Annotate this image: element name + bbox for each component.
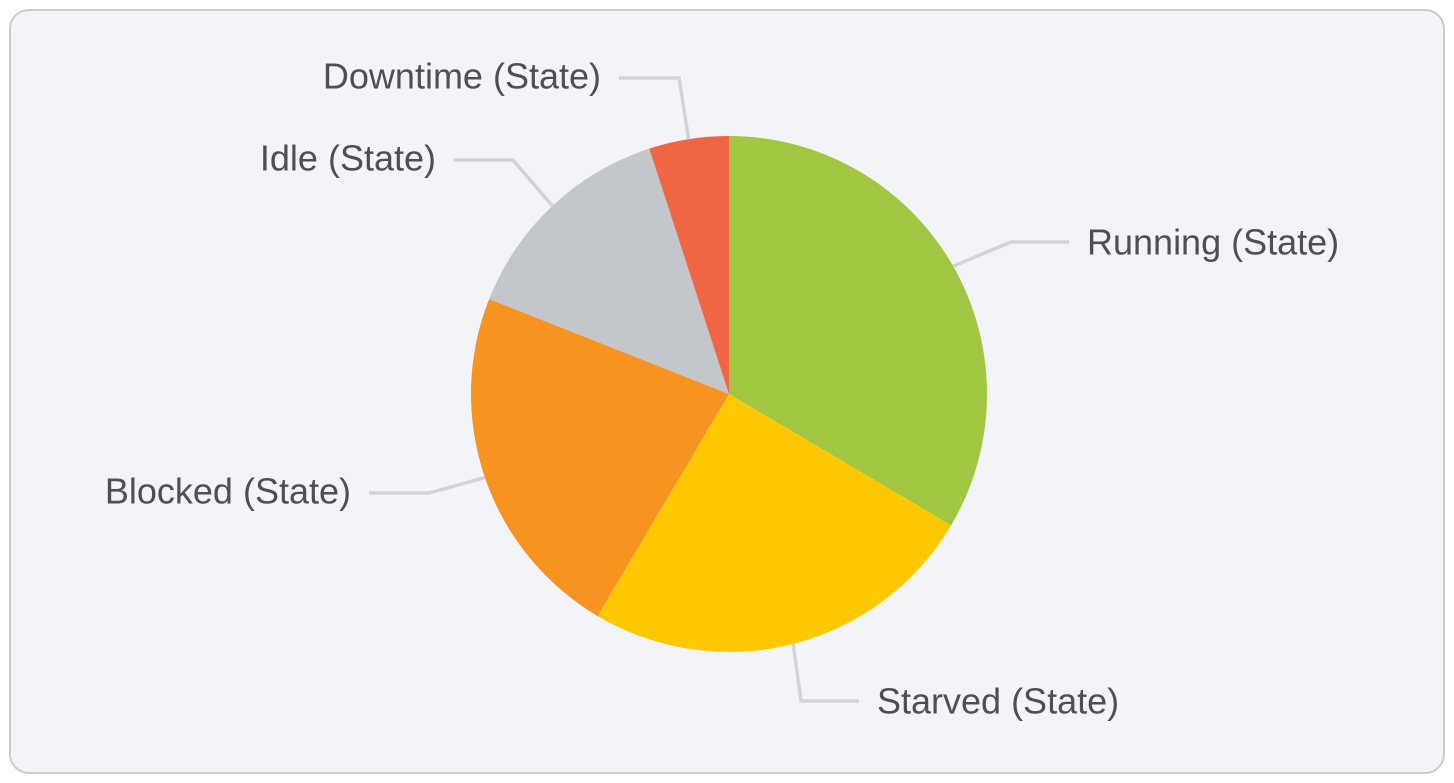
pie-slice-starved[interactable] xyxy=(597,394,952,652)
slice-label-running: Running (State) xyxy=(1087,222,1339,263)
slice-label-downtime: Downtime (State) xyxy=(323,56,601,97)
leader-line-downtime xyxy=(619,76,691,140)
slice-labels: Running (State) Starved (State) Blocked (S… xyxy=(105,56,1339,722)
pie-slice-running[interactable] xyxy=(729,136,987,526)
leader-line-running xyxy=(952,240,1069,268)
leader-lines xyxy=(369,76,1069,703)
pie-chart: Running (State) Starved (State) Blocked (S… xyxy=(105,56,1339,722)
pie-slice-idle[interactable] xyxy=(489,148,729,394)
pie-slice-blocked[interactable] xyxy=(471,299,729,617)
slices xyxy=(471,136,987,652)
slice-label-blocked: Blocked (State) xyxy=(105,471,351,512)
leader-line-blocked xyxy=(369,475,486,495)
pie-slice-downtime[interactable] xyxy=(649,136,729,394)
slice-label-starved: Starved (State) xyxy=(877,681,1119,722)
chart-panel: Running (State) Starved (State) Blocked (S… xyxy=(9,9,1445,774)
leader-line-idle xyxy=(454,158,554,208)
leader-line-starved xyxy=(791,643,859,703)
slice-label-idle: Idle (State) xyxy=(260,138,436,179)
